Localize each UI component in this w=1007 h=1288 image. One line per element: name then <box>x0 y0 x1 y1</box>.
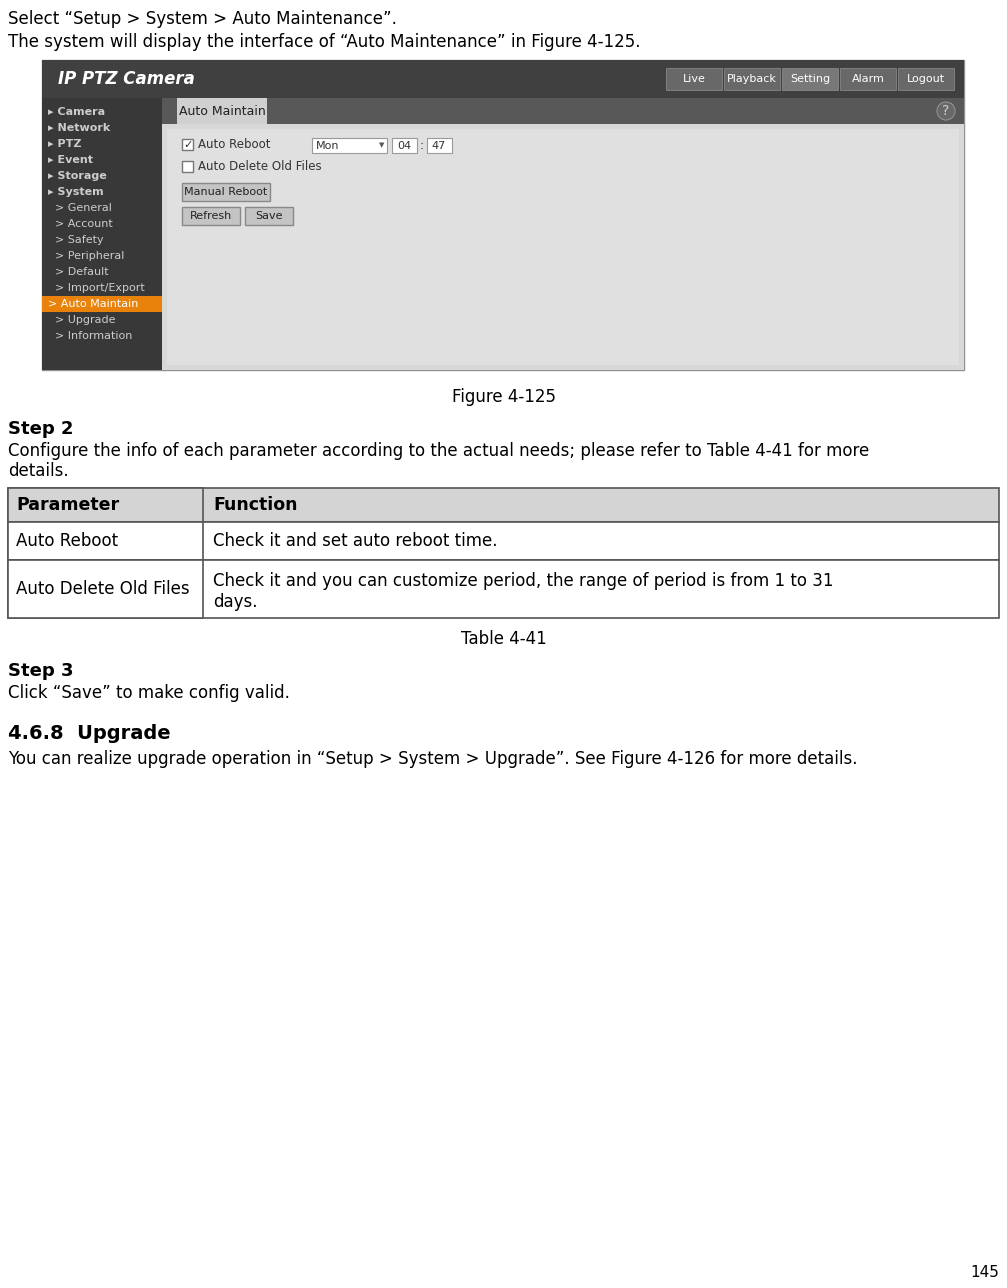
Text: You can realize upgrade operation in “Setup > System > Upgrade”. See Figure 4-12: You can realize upgrade operation in “Se… <box>8 750 858 768</box>
Text: Figure 4-125: Figure 4-125 <box>451 388 556 406</box>
Text: ▸ System: ▸ System <box>48 187 104 197</box>
Bar <box>42 61 964 370</box>
Text: > Upgrade: > Upgrade <box>48 316 116 325</box>
Bar <box>392 138 417 153</box>
Text: IP PTZ Camera: IP PTZ Camera <box>58 70 195 88</box>
Text: Table 4-41: Table 4-41 <box>460 630 547 648</box>
Bar <box>162 98 964 124</box>
Text: 04: 04 <box>397 140 411 151</box>
Text: The system will display the interface of “Auto Maintenance” in Figure 4-125.: The system will display the interface of… <box>8 33 640 52</box>
Text: Function: Function <box>213 496 297 514</box>
Text: days.: days. <box>213 592 258 611</box>
Text: details.: details. <box>8 462 68 480</box>
Text: ?: ? <box>943 104 950 118</box>
Text: > Safety: > Safety <box>48 234 104 245</box>
Text: 145: 145 <box>970 1265 999 1280</box>
Bar <box>666 68 722 90</box>
Text: Check it and you can customize period, the range of period is from 1 to 31: Check it and you can customize period, t… <box>213 572 834 590</box>
Bar <box>177 98 267 124</box>
Bar <box>898 68 954 90</box>
Text: > Account: > Account <box>48 219 113 229</box>
Bar <box>8 560 999 618</box>
Text: Select “Setup > System > Auto Maintenance”.: Select “Setup > System > Auto Maintenanc… <box>8 10 397 28</box>
Text: Live: Live <box>683 73 706 84</box>
Bar <box>8 522 203 560</box>
Text: 47: 47 <box>432 140 446 151</box>
Text: Auto Delete Old Files: Auto Delete Old Files <box>16 580 189 598</box>
Text: > General: > General <box>48 204 112 213</box>
Text: Step 2: Step 2 <box>8 420 74 438</box>
Text: > Information: > Information <box>48 331 132 341</box>
Text: Check it and set auto reboot time.: Check it and set auto reboot time. <box>213 532 497 550</box>
Bar <box>182 161 193 173</box>
Text: ▸ PTZ: ▸ PTZ <box>48 139 82 149</box>
Bar <box>42 98 162 370</box>
Text: Manual Reboot: Manual Reboot <box>184 187 268 197</box>
Text: Click “Save” to make config valid.: Click “Save” to make config valid. <box>8 684 290 702</box>
Text: > Default: > Default <box>48 267 109 277</box>
Text: > Peripheral: > Peripheral <box>48 251 125 261</box>
Text: ▸ Storage: ▸ Storage <box>48 171 107 182</box>
Text: :: : <box>420 139 424 152</box>
Text: Playback: Playback <box>727 73 777 84</box>
Text: ✓: ✓ <box>183 139 192 149</box>
Text: Mon: Mon <box>316 140 339 151</box>
Bar <box>42 61 964 98</box>
Bar <box>8 522 999 560</box>
Bar <box>162 124 964 370</box>
Text: Save: Save <box>255 211 283 222</box>
Bar <box>182 207 240 225</box>
Bar <box>782 68 838 90</box>
Text: > Import/Export: > Import/Export <box>48 283 145 292</box>
Bar <box>8 488 203 522</box>
Text: Setting: Setting <box>789 73 830 84</box>
Bar <box>167 129 959 365</box>
Bar <box>312 138 387 153</box>
Bar <box>245 207 293 225</box>
Text: ▸ Event: ▸ Event <box>48 155 93 165</box>
Bar <box>8 488 999 522</box>
Bar <box>42 296 162 312</box>
Bar <box>182 183 270 201</box>
Text: Refresh: Refresh <box>190 211 233 222</box>
Text: Configure the info of each parameter according to the actual needs; please refer: Configure the info of each parameter acc… <box>8 442 869 460</box>
Bar <box>840 68 896 90</box>
Bar <box>182 139 193 149</box>
Bar <box>8 560 203 618</box>
Text: ▼: ▼ <box>379 143 385 148</box>
Text: Step 3: Step 3 <box>8 662 74 680</box>
Text: Auto Maintain: Auto Maintain <box>178 104 266 117</box>
Text: Auto Reboot: Auto Reboot <box>198 138 271 151</box>
Bar <box>427 138 452 153</box>
Text: Logout: Logout <box>907 73 945 84</box>
Text: ▸ Network: ▸ Network <box>48 122 110 133</box>
Text: Parameter: Parameter <box>16 496 119 514</box>
Text: Alarm: Alarm <box>852 73 884 84</box>
Text: 4.6.8  Upgrade: 4.6.8 Upgrade <box>8 724 170 743</box>
Text: Auto Delete Old Files: Auto Delete Old Files <box>198 160 321 173</box>
Text: ▸ Camera: ▸ Camera <box>48 107 105 117</box>
Text: Auto Reboot: Auto Reboot <box>16 532 118 550</box>
Bar <box>724 68 780 90</box>
Text: > Auto Maintain: > Auto Maintain <box>48 299 138 309</box>
